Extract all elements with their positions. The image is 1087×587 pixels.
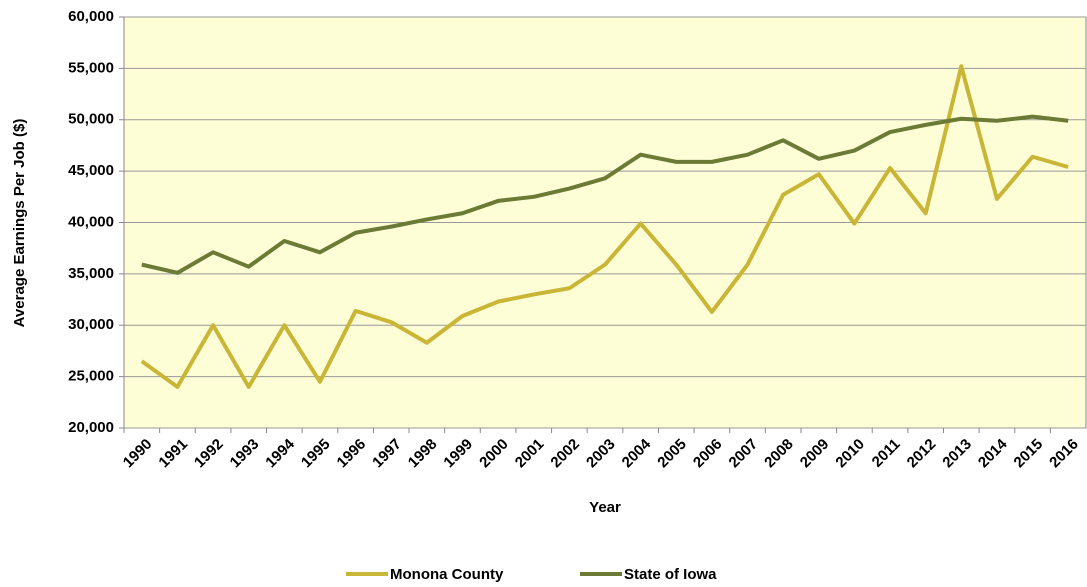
- x-tick-label: 1999: [440, 436, 476, 472]
- x-tick-label: 1995: [298, 436, 334, 472]
- x-axis-label: Year: [589, 499, 621, 516]
- y-tick-label: 30,000: [68, 316, 114, 333]
- x-tick-label: 2014: [975, 435, 1011, 471]
- x-tick-label: 2010: [832, 436, 868, 472]
- x-tick-label: 2016: [1046, 436, 1082, 472]
- x-tick-label: 2005: [654, 436, 690, 472]
- y-tick-label: 45,000: [68, 162, 114, 179]
- series-line: [141, 114, 1069, 275]
- y-tick-label: 50,000: [68, 111, 114, 128]
- y-tick-label: 60,000: [68, 8, 114, 25]
- x-tick-label: 2007: [726, 436, 762, 472]
- x-tick-label: 1991: [155, 436, 191, 472]
- x-tick-label: 1996: [334, 436, 370, 472]
- x-tick-label: 2006: [690, 436, 726, 472]
- y-tick-label: 40,000: [68, 213, 114, 230]
- x-tick-label: 2012: [904, 436, 940, 472]
- x-tick-label: 2013: [939, 436, 975, 472]
- x-tick-label: 2015: [1011, 436, 1047, 472]
- y-tick-label: 35,000: [68, 265, 114, 282]
- x-tick-label: 2009: [797, 436, 833, 472]
- y-axis-label: Average Earnings Per Job ($): [11, 119, 28, 328]
- x-tick-label: 1993: [227, 436, 263, 472]
- x-tick-label: 2003: [583, 436, 619, 472]
- x-tick-label: 1998: [405, 436, 441, 472]
- y-tick-label: 25,000: [68, 368, 114, 385]
- x-tick-label: 1997: [369, 436, 405, 472]
- x-tick-label: 2011: [869, 436, 904, 471]
- x-tick-label: 2004: [619, 435, 655, 471]
- legend-label: State of Iowa: [624, 566, 717, 583]
- x-tick-label: 2002: [547, 436, 583, 472]
- x-tick-label: 1994: [262, 435, 298, 471]
- y-tick-label: 55,000: [68, 59, 114, 76]
- x-tick-label: 1990: [120, 436, 156, 472]
- y-tick-label: 20,000: [68, 419, 114, 436]
- legend-label: Monona County: [390, 566, 504, 583]
- x-tick-label: 1992: [191, 436, 227, 472]
- x-tick-label: 2008: [761, 436, 797, 472]
- x-tick-label: 2000: [476, 436, 512, 472]
- series-line: [140, 64, 1069, 389]
- x-tick-label: 2001: [512, 436, 548, 472]
